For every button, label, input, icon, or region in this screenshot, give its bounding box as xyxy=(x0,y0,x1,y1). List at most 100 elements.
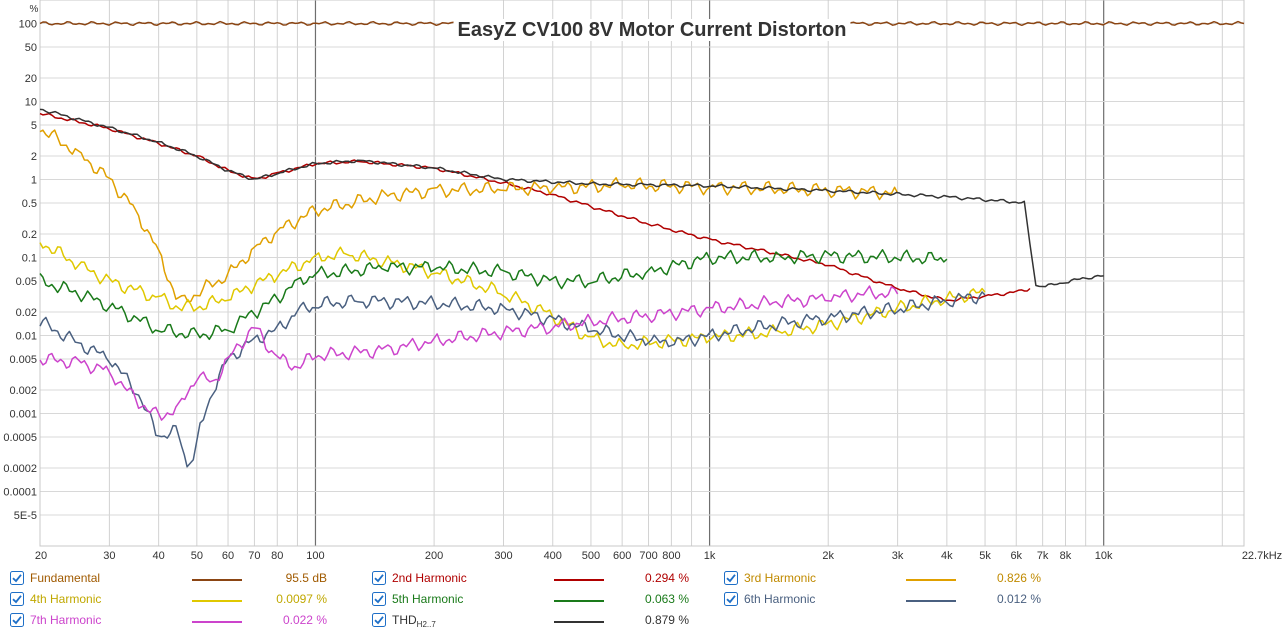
legend-value: 95.5 dB xyxy=(285,571,327,585)
y-tick-label: 0.001 xyxy=(9,408,37,420)
x-tick-label: 700 xyxy=(639,550,657,562)
legend-item: 4th Harmonic 0.0097 % xyxy=(10,589,340,609)
checkbox-icon[interactable] xyxy=(10,571,24,585)
x-tick-label: 4k xyxy=(941,550,953,562)
x-tick-label: 7k xyxy=(1037,550,1049,562)
legend-swatch xyxy=(192,600,242,602)
title-background xyxy=(453,19,851,41)
x-tick-label: 800 xyxy=(662,550,680,562)
series-line-6th-harmonic xyxy=(39,291,986,468)
legend-value: 0.022 % xyxy=(282,613,327,627)
y-tick-label: 5 xyxy=(31,120,37,132)
legend-label: 6th Harmonic xyxy=(744,592,816,606)
checkbox-icon[interactable] xyxy=(372,613,386,627)
x-tick-label: 300 xyxy=(494,550,512,562)
series-line-thd xyxy=(39,108,1104,288)
y-tick-label: 5E-5 xyxy=(14,510,37,522)
x-tick-label: 2k xyxy=(822,550,834,562)
legend-value: 0.0097 % xyxy=(276,592,327,606)
y-tick-label: 0.02 xyxy=(16,307,37,319)
x-tick-label: 50 xyxy=(191,550,203,562)
legend-label: 4th Harmonic xyxy=(30,592,102,606)
x-tick-labels: 20 30 40 50 60 70 80 100 200 300 400 500 600 700 800 1k… xyxy=(35,550,1282,562)
legend-swatch xyxy=(192,579,242,581)
x-tick-label: 22.7kHz xyxy=(1242,550,1282,562)
y-tick-label: 0.05 xyxy=(16,276,37,288)
x-tick-label: 80 xyxy=(271,550,283,562)
legend-value: 0.879 % xyxy=(644,613,689,627)
series-line-5th-harmonic xyxy=(39,249,948,341)
y-tick-label: 0.1 xyxy=(22,252,37,264)
legend-item: 7th Harmonic 0.022 % xyxy=(10,610,340,630)
legend-label: 2nd Harmonic xyxy=(392,571,467,585)
legend-item: 6th Harmonic 0.012 % xyxy=(724,589,1054,609)
y-tick-label: 20 xyxy=(25,73,37,85)
checkbox-icon[interactable] xyxy=(10,592,24,606)
y-tick-label: 0.0002 xyxy=(3,463,37,475)
legend-swatch xyxy=(554,600,604,602)
legend-item: 5th Harmonic 0.063 % xyxy=(372,589,702,609)
chart-title: EasyZ CV100 8V Motor Current Distorton xyxy=(458,19,847,41)
y-tick-label: 2 xyxy=(31,151,37,163)
x-tick-label: 70 xyxy=(248,550,260,562)
y-tick-label: 0.2 xyxy=(22,229,37,241)
x-tick-label: 400 xyxy=(544,550,562,562)
legend-item: Fundamental 95.5 dB xyxy=(10,568,340,588)
legend-swatch xyxy=(906,600,956,602)
x-tick-label: 5k xyxy=(979,550,991,562)
checkbox-icon[interactable] xyxy=(10,613,24,627)
legend-label: THDH2..7 xyxy=(392,613,436,629)
y-tick-labels: 100 50 20 10 5 2 1 0.5 0.2 0.1 0.05 0.02 0.01 0.005 0.… xyxy=(3,18,37,521)
x-tick-label: 200 xyxy=(425,550,443,562)
checkbox-icon[interactable] xyxy=(724,571,738,585)
legend-swatch xyxy=(554,621,604,623)
legend-item: 2nd Harmonic 0.294 % xyxy=(372,568,702,588)
series-lines xyxy=(39,20,1245,468)
series-line-2nd-harmonic xyxy=(39,112,1031,302)
x-tick-label: 10k xyxy=(1095,550,1113,562)
plot-border xyxy=(39,0,1245,547)
legend-item: THDH2..7 0.879 % xyxy=(372,610,702,630)
grid-lines xyxy=(39,0,1245,547)
x-tick-label: 1k xyxy=(704,550,716,562)
y-tick-label: 100 xyxy=(19,18,37,30)
checkbox-icon[interactable] xyxy=(372,571,386,585)
x-tick-label: 600 xyxy=(613,550,631,562)
y-tick-label: 0.005 xyxy=(9,354,37,366)
legend-label-subscript: H2..7 xyxy=(416,620,436,629)
legend-value: 0.063 % xyxy=(644,592,689,606)
x-tick-label: 500 xyxy=(582,550,600,562)
legend-label: Fundamental xyxy=(30,571,101,585)
y-tick-label: 1 xyxy=(31,174,37,186)
y-axis-unit: % xyxy=(30,4,39,15)
y-tick-label: 0.0005 xyxy=(3,432,37,444)
legend-swatch xyxy=(906,579,956,581)
x-tick-label: 3k xyxy=(892,550,904,562)
y-tick-label: 0.01 xyxy=(16,330,37,342)
x-tick-label: 8k xyxy=(1060,550,1072,562)
y-tick-label: 0.002 xyxy=(9,385,37,397)
y-tick-label: 0.0001 xyxy=(3,486,37,498)
series-line-7th-harmonic xyxy=(39,285,899,421)
checkbox-icon[interactable] xyxy=(372,592,386,606)
legend-label: 7th Harmonic xyxy=(30,613,102,627)
series-line-4th-harmonic xyxy=(39,242,986,350)
y-tick-label: 50 xyxy=(25,42,37,54)
checkbox-icon[interactable] xyxy=(724,592,738,606)
y-tick-label: 10 xyxy=(25,96,37,108)
legend-value: 0.294 % xyxy=(644,571,689,585)
x-tick-label: 30 xyxy=(103,550,115,562)
x-tick-label: 20 xyxy=(35,550,47,562)
legend-label: 5th Harmonic xyxy=(392,592,464,606)
legend-value: 0.012 % xyxy=(996,592,1041,606)
legend-swatch xyxy=(192,621,242,623)
distortion-chart: 100 50 20 10 5 2 1 0.5 0.2 0.1 0.05 0.02 0.01 0.005 0.… xyxy=(3,0,1282,562)
x-tick-label: 40 xyxy=(153,550,165,562)
x-tick-label: 100 xyxy=(306,550,324,562)
legend-label: 3rd Harmonic xyxy=(744,571,817,585)
y-tick-label: 0.5 xyxy=(22,198,37,210)
legend-item: 3rd Harmonic 0.826 % xyxy=(724,568,1054,588)
legend-swatch xyxy=(554,579,604,581)
legend-value: 0.826 % xyxy=(996,571,1041,585)
legend: Fundamental 95.5 dB 2nd Harmonic 0.294 % 3rd… xyxy=(0,566,1286,636)
